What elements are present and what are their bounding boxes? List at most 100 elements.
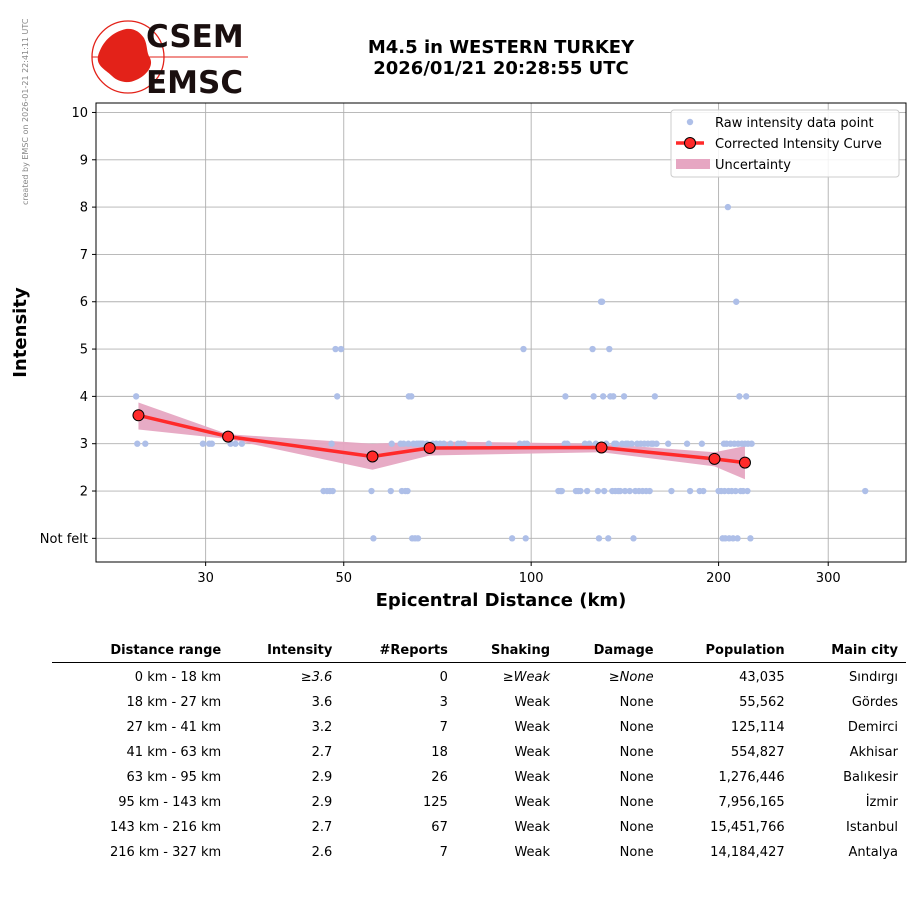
corrected-curve-marker — [222, 430, 235, 443]
raw-data-point — [747, 535, 754, 542]
raw-data-point — [586, 440, 593, 447]
raw-data-point — [600, 487, 608, 495]
raw-data-point — [683, 440, 691, 447]
y-tick-label: 9 — [80, 153, 88, 168]
raw-data-point — [329, 487, 336, 495]
raw-data-point — [370, 535, 377, 542]
table-cell: 0 km - 18 km — [134, 670, 222, 685]
corrected-curve-marker — [738, 456, 751, 469]
table-cell: Weak — [514, 745, 551, 760]
raw-data-point — [613, 440, 620, 447]
raw-points-layer — [132, 203, 869, 542]
table-cell: 125,114 — [730, 720, 785, 735]
table-cell: Gördes — [851, 695, 898, 710]
raw-data-point — [748, 440, 755, 447]
table-cell: None — [619, 820, 654, 835]
column-header: Intensity — [229, 640, 341, 663]
legend-band-swatch — [676, 159, 710, 169]
table-cell: 3.6 — [311, 695, 333, 710]
legend-box — [670, 109, 900, 178]
raw-data-point — [599, 393, 607, 400]
table-cell: Weak — [514, 720, 551, 735]
table-cell: ≥None — [608, 670, 654, 685]
y-tick-label: 2 — [80, 485, 88, 500]
raw-data-point — [589, 345, 596, 353]
y-tick-label: 5 — [80, 343, 88, 358]
raw-data-point — [742, 393, 750, 400]
corrected-curve-marker — [366, 450, 379, 463]
raw-data-point — [595, 535, 603, 542]
table-cell: 3.2 — [311, 720, 333, 735]
raw-data-point — [142, 440, 149, 447]
table-cell: 7 — [439, 845, 448, 860]
raw-data-point — [734, 535, 741, 542]
raw-data-point — [590, 393, 597, 400]
table-cell: 554,827 — [730, 745, 785, 760]
y-tick-label: Not felt — [40, 532, 88, 547]
raw-data-point — [724, 203, 732, 211]
table-cell: 0 — [439, 670, 448, 685]
raw-data-point — [447, 440, 454, 447]
corrected-curve-marker — [595, 441, 608, 454]
x-tick-label: 300 — [816, 571, 841, 586]
raw-data-point — [238, 440, 246, 447]
table-cell: Weak — [514, 820, 551, 835]
table-cell: Antalya — [848, 845, 898, 860]
table-cell: None — [619, 745, 654, 760]
raw-data-point — [520, 345, 527, 353]
raw-data-point — [387, 487, 394, 495]
raw-data-point — [134, 440, 141, 447]
table-row: 143 km - 216 km 2.7 67 Weak None 15,451,766 Is… — [52, 815, 906, 840]
table-cell: 2.7 — [311, 820, 333, 835]
table-cell: None — [619, 770, 654, 785]
raw-data-point — [562, 393, 569, 400]
raw-data-point — [522, 535, 529, 542]
table-cell: 2.9 — [311, 795, 333, 810]
raw-data-point — [620, 393, 628, 400]
legend-curve-marker — [684, 137, 696, 149]
table-cell: Akhisar — [849, 745, 898, 760]
logo-csem-text: CSEM — [146, 19, 244, 55]
table-cell: Demirci — [847, 720, 898, 735]
raw-data-point — [332, 345, 339, 353]
raw-data-point — [581, 440, 589, 447]
raw-data-point — [523, 440, 531, 447]
table-cell: 3 — [439, 695, 448, 710]
csem-emsc-logo: CSEM EMSC — [91, 19, 248, 98]
table-cell: 26 — [431, 770, 448, 785]
raw-data-point — [665, 440, 672, 447]
intensity-chart: Not felt 2 3 4 5 6 7 8 9 10 30 50 100 200 300 Epicentra… — [10, 102, 907, 611]
raw-data-point — [508, 535, 516, 542]
legend-entry-label: Uncertainty — [715, 158, 791, 173]
raw-data-point — [668, 487, 675, 495]
raw-data-point — [610, 393, 617, 400]
table-cell: 1,276,446 — [718, 770, 785, 785]
raw-data-point — [405, 440, 412, 447]
table-cell: ≥3.6 — [300, 670, 333, 685]
raw-data-point — [404, 487, 411, 495]
column-header: Main city — [792, 640, 906, 663]
raw-data-point — [414, 535, 422, 542]
legend-entry-label: Corrected Intensity Curve — [715, 137, 882, 152]
raw-data-point — [736, 393, 743, 400]
column-header: #Reports — [340, 640, 456, 663]
corrected-curve-marker — [132, 409, 145, 422]
table-cell: 63 km - 95 km — [126, 770, 222, 785]
y-axis-label: Intensity — [10, 287, 31, 378]
column-header: Damage — [558, 640, 662, 663]
corrected-curve-marker — [423, 441, 436, 454]
raw-data-point — [744, 487, 751, 495]
x-tick-label: 100 — [519, 571, 544, 586]
raw-data-point — [564, 440, 571, 447]
raw-data-point — [583, 487, 591, 495]
column-header: Population — [661, 640, 793, 663]
raw-data-point — [460, 440, 468, 447]
table-cell: 7,956,165 — [718, 795, 785, 810]
raw-data-point — [368, 487, 375, 495]
table-cell: ≥Weak — [502, 670, 551, 685]
raw-data-point — [653, 440, 660, 447]
table-row: 18 km - 27 km 3.6 3 Weak None 55,562 Gördes — [52, 690, 906, 715]
raw-data-point — [621, 487, 629, 495]
raw-data-point — [400, 440, 407, 447]
corrected-curve-marker — [708, 452, 721, 465]
